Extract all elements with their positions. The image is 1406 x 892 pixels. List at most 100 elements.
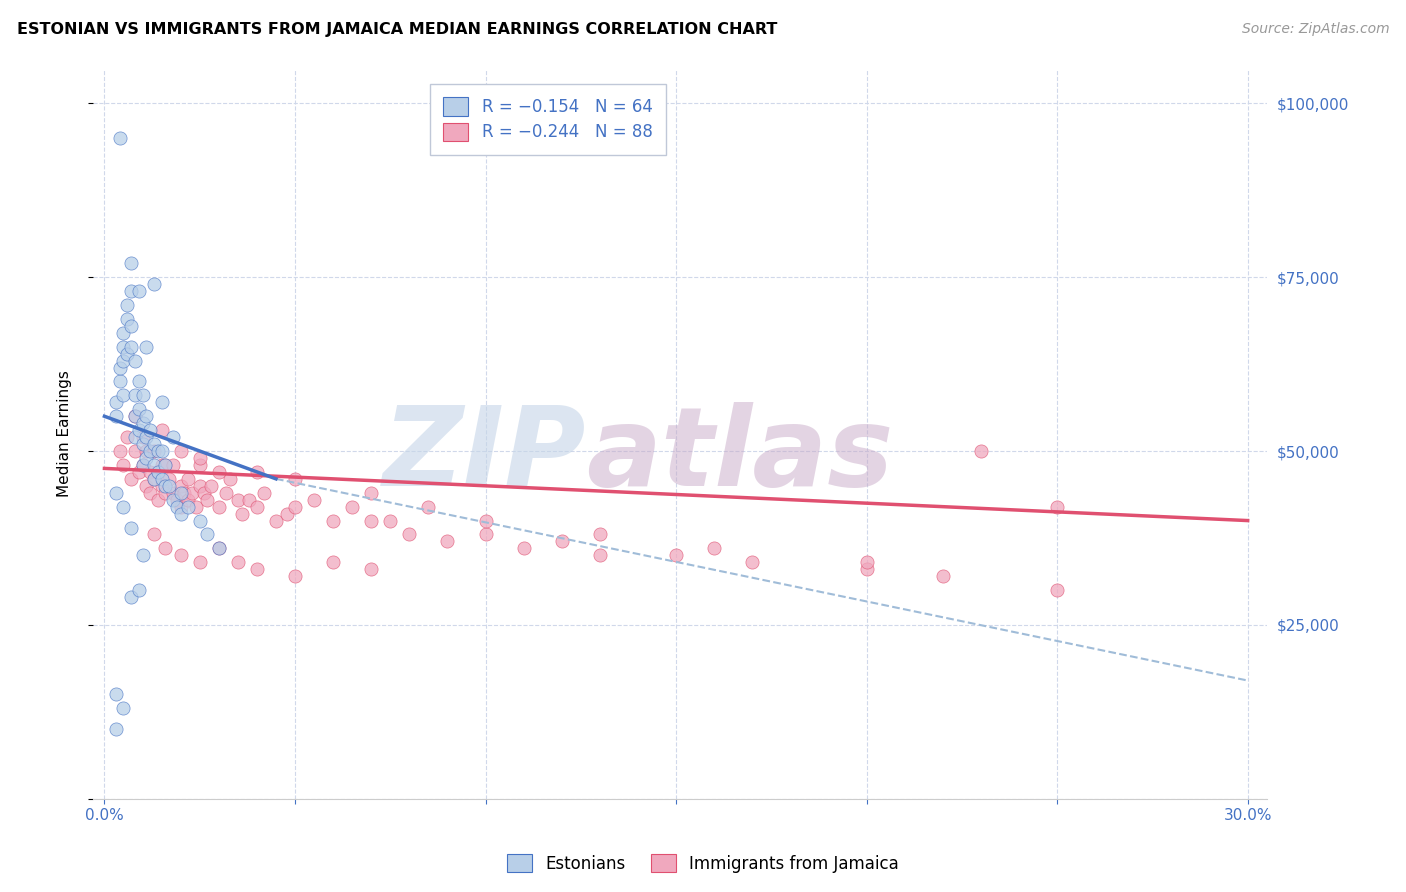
Point — [177, 472, 200, 486]
Point — [195, 492, 218, 507]
Legend: Estonians, Immigrants from Jamaica: Estonians, Immigrants from Jamaica — [501, 847, 905, 880]
Point — [108, 131, 131, 145]
Point — [200, 479, 222, 493]
Text: Source: ZipAtlas.com: Source: ZipAtlas.com — [1241, 22, 1389, 37]
Point — [135, 409, 157, 424]
Point — [104, 409, 127, 424]
Point — [302, 492, 325, 507]
Point — [131, 458, 153, 472]
Point — [139, 465, 162, 479]
Point — [135, 444, 157, 458]
Point — [155, 479, 177, 493]
Point — [157, 479, 180, 493]
Point — [143, 437, 166, 451]
Point — [150, 472, 173, 486]
Point — [135, 340, 157, 354]
Point — [1046, 583, 1069, 598]
Point — [131, 416, 153, 430]
Point — [238, 492, 260, 507]
Point — [124, 444, 146, 458]
Point — [157, 472, 180, 486]
Point — [143, 472, 166, 486]
Point — [418, 500, 440, 514]
Point — [162, 485, 184, 500]
Point — [169, 500, 191, 514]
Point — [162, 430, 184, 444]
Text: ESTONIAN VS IMMIGRANTS FROM JAMAICA MEDIAN EARNINGS CORRELATION CHART: ESTONIAN VS IMMIGRANTS FROM JAMAICA MEDI… — [17, 22, 778, 37]
Point — [146, 444, 169, 458]
Point — [112, 500, 135, 514]
Point — [128, 375, 150, 389]
Point — [1046, 500, 1069, 514]
Point — [169, 549, 191, 563]
Point — [146, 465, 169, 479]
Point — [226, 492, 249, 507]
Point — [177, 500, 200, 514]
Point — [177, 492, 200, 507]
Point — [155, 541, 177, 556]
Point — [146, 492, 169, 507]
Point — [169, 479, 191, 493]
Point — [124, 409, 146, 424]
Point — [253, 485, 276, 500]
Point — [150, 458, 173, 472]
Point — [139, 444, 162, 458]
Point — [188, 555, 211, 569]
Point — [360, 514, 382, 528]
Point — [360, 562, 382, 576]
Point — [360, 485, 382, 500]
Point — [117, 346, 139, 360]
Point — [131, 430, 153, 444]
Point — [150, 479, 173, 493]
Point — [380, 514, 402, 528]
Point — [741, 555, 763, 569]
Point — [139, 423, 162, 437]
Point — [128, 423, 150, 437]
Point — [120, 520, 142, 534]
Point — [120, 340, 142, 354]
Legend: R = −0.154   N = 64, R = −0.244   N = 88: R = −0.154 N = 64, R = −0.244 N = 88 — [430, 84, 666, 155]
Point — [108, 444, 131, 458]
Point — [932, 569, 955, 583]
Point — [120, 590, 142, 604]
Point — [139, 485, 162, 500]
Point — [135, 479, 157, 493]
Point — [124, 409, 146, 424]
Point — [246, 500, 269, 514]
Point — [135, 450, 157, 465]
Point — [162, 492, 184, 507]
Point — [112, 458, 135, 472]
Point — [208, 541, 231, 556]
Point — [124, 430, 146, 444]
Point — [112, 340, 135, 354]
Point — [112, 388, 135, 402]
Point — [219, 472, 242, 486]
Point — [117, 311, 139, 326]
Point — [208, 500, 231, 514]
Point — [665, 549, 688, 563]
Point — [117, 298, 139, 312]
Point — [146, 465, 169, 479]
Point — [120, 472, 142, 486]
Point — [173, 485, 195, 500]
Point — [703, 541, 725, 556]
Point — [855, 555, 877, 569]
Point — [436, 534, 458, 549]
Point — [150, 423, 173, 437]
Point — [112, 326, 135, 340]
Point — [246, 465, 269, 479]
Point — [150, 395, 173, 409]
Point — [284, 500, 307, 514]
Point — [264, 514, 287, 528]
Point — [855, 562, 877, 576]
Point — [188, 479, 211, 493]
Point — [112, 353, 135, 368]
Point — [143, 277, 166, 292]
Point — [166, 492, 188, 507]
Point — [208, 541, 231, 556]
Text: atlas: atlas — [586, 402, 893, 509]
Point — [169, 485, 191, 500]
Point — [108, 375, 131, 389]
Point — [104, 688, 127, 702]
Point — [143, 472, 166, 486]
